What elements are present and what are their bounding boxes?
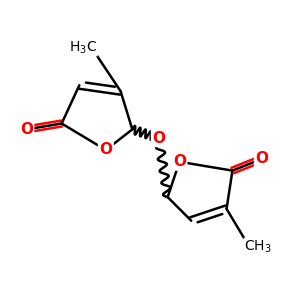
Text: CH$_3$: CH$_3$ bbox=[244, 238, 272, 255]
Text: O: O bbox=[20, 122, 33, 137]
Text: O: O bbox=[99, 142, 112, 158]
Text: O: O bbox=[152, 131, 165, 146]
Text: H$_3$C: H$_3$C bbox=[69, 39, 97, 56]
Text: O: O bbox=[173, 154, 186, 169]
Text: O: O bbox=[255, 151, 268, 166]
